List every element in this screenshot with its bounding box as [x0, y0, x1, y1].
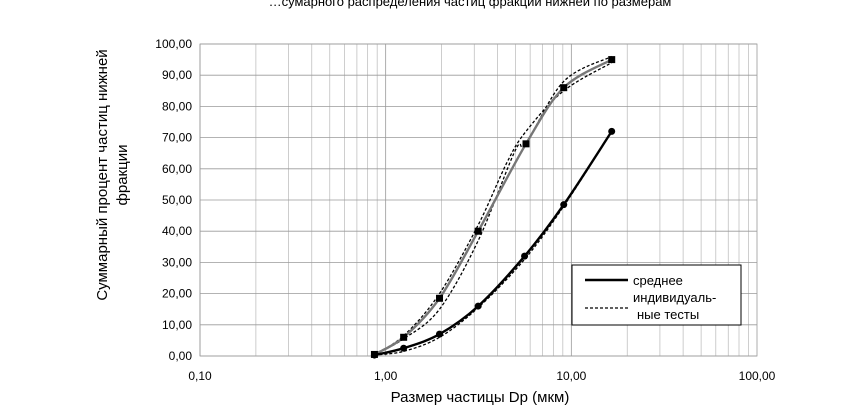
- y-tick-label: 20,00: [162, 287, 192, 301]
- series-markers: [370, 56, 616, 359]
- data-point-circle: [560, 201, 568, 209]
- data-point-circle: [400, 344, 408, 352]
- series-line-upper-individual: [374, 62, 613, 355]
- data-point-square: [400, 333, 408, 341]
- y-tick-label: 30,00: [162, 255, 192, 269]
- x-tick-label: 10,00: [556, 369, 586, 383]
- y-tick-label: 100,00: [155, 37, 192, 51]
- y-axis-title: Суммарный процент частиц нижней фракции: [94, 49, 131, 300]
- y-tick-label: 60,00: [162, 162, 192, 176]
- y-tick-label: 90,00: [162, 68, 192, 82]
- data-point-square: [436, 294, 444, 302]
- data-point-square: [560, 84, 568, 92]
- y-tick-label: 0,00: [169, 349, 193, 363]
- data-point-circle: [370, 351, 378, 359]
- legend-label-individual-1: индивидуаль-: [633, 290, 716, 305]
- y-axis-title-line-1: Суммарный процент частиц нижней: [94, 49, 111, 300]
- x-tick-label: 1,00: [374, 369, 398, 383]
- legend-box: [571, 264, 742, 326]
- y-tick-label: 10,00: [162, 318, 192, 332]
- legend-label-average: среднее: [633, 273, 683, 288]
- x-axis-title: Размер частицы Dp (мкм): [391, 389, 570, 406]
- data-point-circle: [521, 252, 529, 260]
- y-axis-title-line-2: фракции: [114, 145, 131, 206]
- y-tick-label: 50,00: [162, 193, 192, 207]
- x-tick-label: 100,00: [739, 369, 776, 383]
- grid: [199, 43, 758, 357]
- data-point-circle: [608, 127, 616, 135]
- data-point-square: [608, 56, 616, 64]
- y-tick-labels: 0,00 10,00 20,00 30,00 40,00 50,00 60,00 70,00 8…: [155, 37, 192, 363]
- y-tick-label: 80,00: [162, 99, 192, 113]
- data-point-square: [474, 227, 482, 235]
- y-tick-label: 40,00: [162, 224, 192, 238]
- data-point-circle: [436, 330, 444, 338]
- data-point-square: [522, 140, 530, 148]
- y-tick-label: 70,00: [162, 131, 192, 145]
- legend: среднее индивидуаль- ные тесты: [571, 264, 742, 326]
- chart-title: …сумарного распределения частиц фракции …: [269, 0, 672, 9]
- x-tick-label: 0,10: [188, 369, 212, 383]
- data-point-circle: [474, 302, 482, 310]
- legend-label-individual-2: ные тесты: [637, 307, 699, 322]
- x-tick-labels: 0,10 1,00 10,00 100,00: [188, 369, 775, 383]
